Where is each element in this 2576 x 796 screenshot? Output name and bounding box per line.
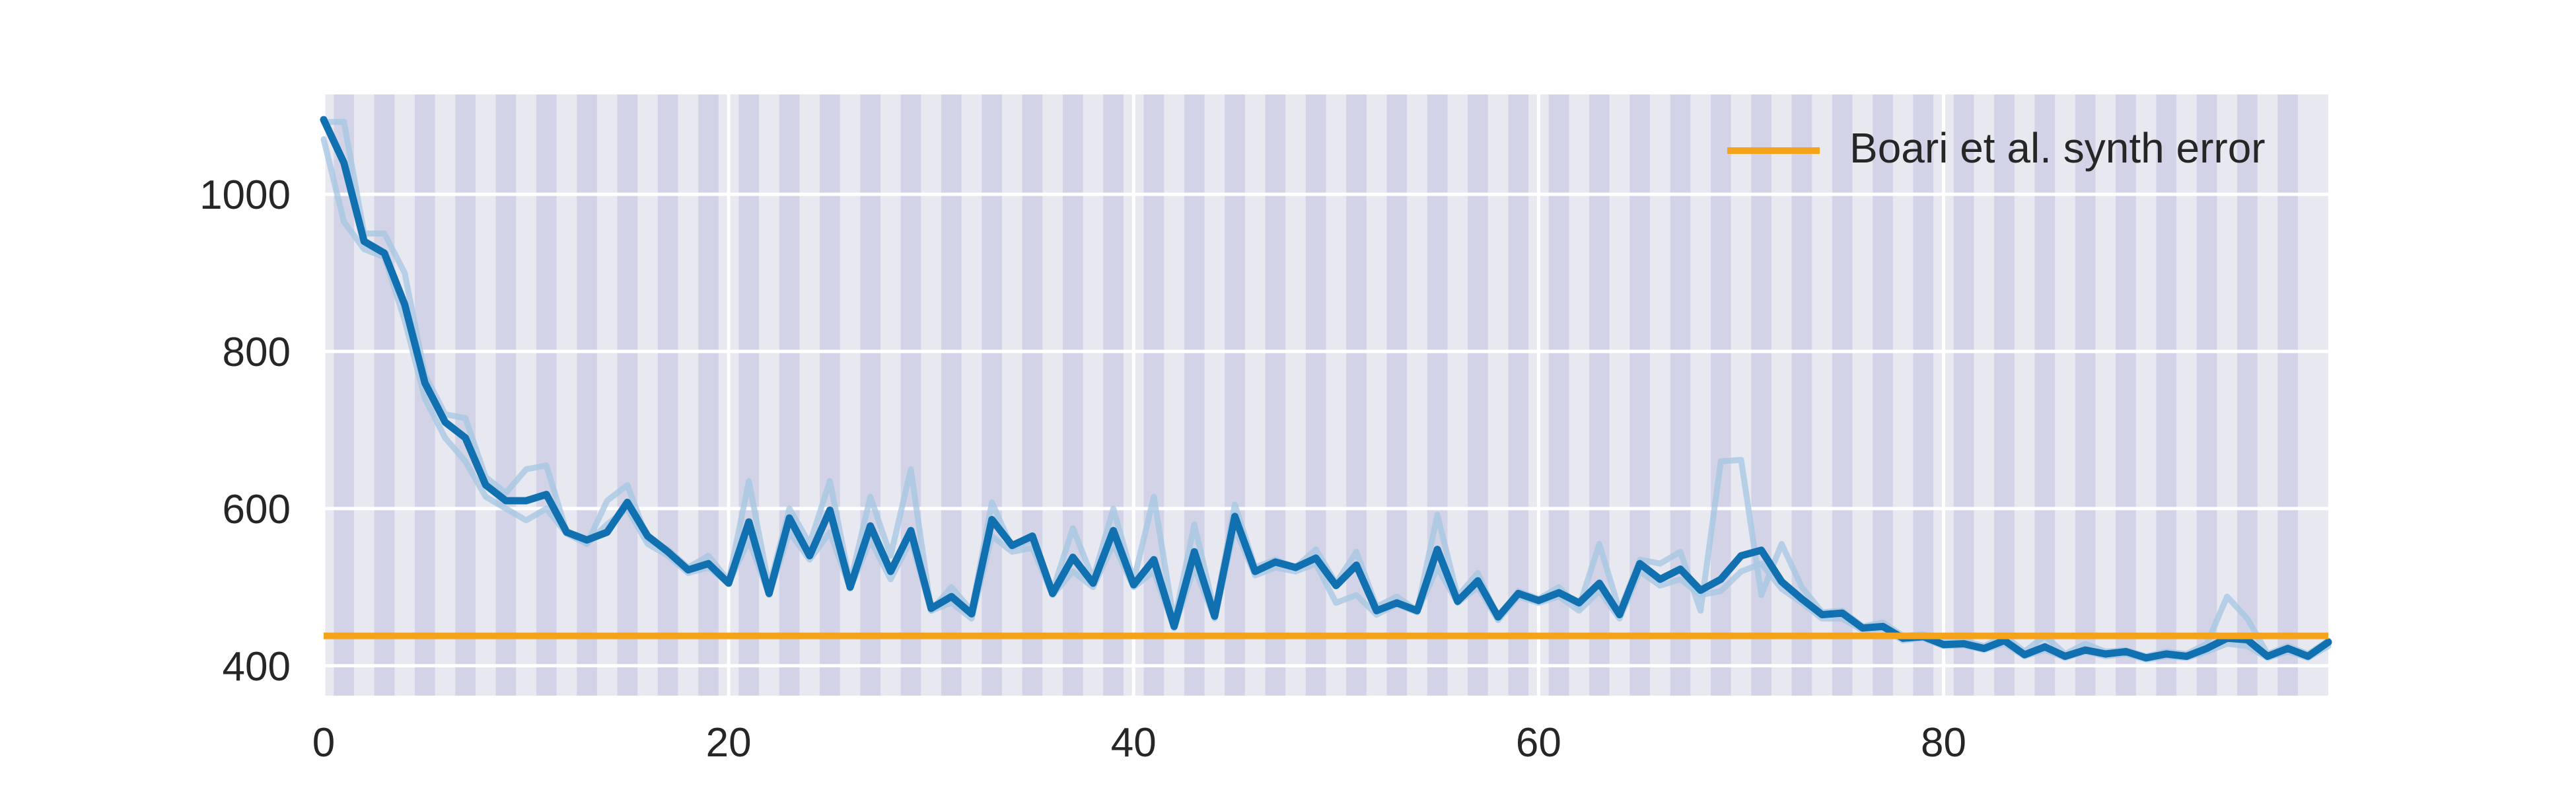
stripe-band-group (334, 94, 2299, 696)
stripe-band (1468, 94, 1488, 696)
stripe-band (698, 94, 719, 696)
stripe-band (1022, 94, 1043, 696)
stripe-band (1103, 94, 1124, 696)
stripe-band (1427, 94, 1448, 696)
stripe-band (2196, 94, 2217, 696)
stripe-band (1062, 94, 1083, 696)
stripe-band (1994, 94, 2015, 696)
stripe-band (455, 94, 476, 696)
vertical-gridlines (322, 94, 1946, 696)
stripe-band (1751, 94, 1771, 696)
stripe-band (1265, 94, 1286, 696)
x-tick-label: 80 (1921, 720, 1966, 766)
x-tick-label: 0 (312, 720, 335, 766)
legend-label: Boari et al. synth error (1849, 124, 2266, 172)
stripe-band (1305, 94, 1326, 696)
stripe-band (738, 94, 760, 696)
stripe-band (1225, 94, 1245, 696)
y-tick-label: 800 (223, 330, 291, 375)
stripe-band (1184, 94, 1205, 696)
horizontal-gridlines (324, 192, 2328, 668)
stripe-band (1143, 94, 1164, 696)
stripe-band (536, 94, 557, 696)
stripe-band (860, 94, 881, 696)
stripe-band (1832, 94, 1853, 696)
stripe-band (900, 94, 921, 696)
y-tick-label: 1000 (199, 172, 291, 218)
y-tick-label: 400 (223, 644, 291, 690)
stripe-band (982, 94, 1002, 696)
stripe-band (1913, 94, 1934, 696)
stripe-band (779, 94, 800, 696)
series-line-main (320, 116, 2332, 662)
stripe-band (577, 94, 597, 696)
stripe-band (2034, 94, 2056, 696)
stripe-band (1710, 94, 1731, 696)
series-group (320, 116, 2332, 663)
x-tick-labels: 0 20 40 60 80 (312, 720, 1966, 766)
stripe-band (374, 94, 395, 696)
stripe-band (2075, 94, 2096, 696)
x-tick-label: 20 (706, 720, 752, 766)
stripe-band (2237, 94, 2258, 696)
x-tick-label: 60 (1516, 720, 1561, 766)
stripe-band (495, 94, 517, 696)
stripe-band (657, 94, 678, 696)
stripe-band (617, 94, 638, 696)
stripe-band (1873, 94, 1893, 696)
stripe-band (1670, 94, 1691, 696)
stripe-band (2116, 94, 2136, 696)
y-tick-label: 600 (223, 487, 291, 532)
stripe-band (2156, 94, 2177, 696)
y-tick-labels: 400 600 800 1000 (199, 172, 291, 690)
legend: Boari et al. synth error (1727, 124, 2266, 172)
stripe-band (1629, 94, 1651, 696)
stripe-band (1548, 94, 1569, 696)
stripe-band (820, 94, 840, 696)
x-tick-label: 40 (1111, 720, 1157, 766)
stripe-band (1953, 94, 1974, 696)
stripe-band (2277, 94, 2299, 696)
